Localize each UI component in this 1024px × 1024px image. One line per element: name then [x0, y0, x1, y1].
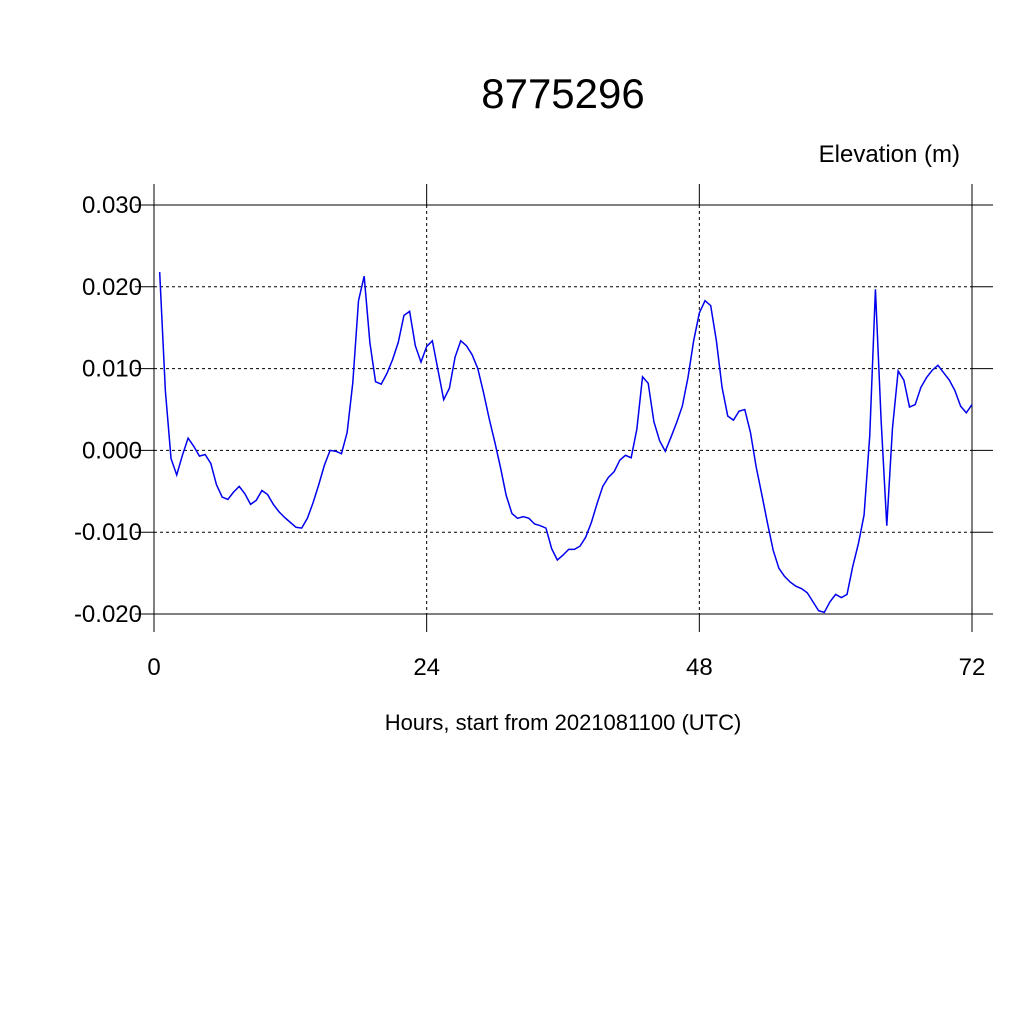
- y-tick-label: 0.000: [82, 437, 142, 464]
- y-tick-label: -0.010: [74, 519, 142, 546]
- y-tick-label: -0.020: [74, 601, 142, 628]
- x-tick-label: 48: [686, 654, 713, 681]
- subtitle: Elevation (m): [819, 141, 960, 168]
- y-tick-label: 0.010: [82, 356, 142, 383]
- y-tick-label: 0.020: [82, 274, 142, 301]
- x-tick-label: 24: [413, 654, 440, 681]
- chart-title: 8775296: [481, 70, 645, 117]
- y-tick-label: 0.030: [82, 192, 142, 219]
- x-tick-label: 72: [959, 654, 986, 681]
- x-tick-label: 0: [147, 654, 160, 681]
- data-line: [158, 272, 973, 614]
- x-axis-label: Hours, start from 2021081100 (UTC): [385, 710, 742, 735]
